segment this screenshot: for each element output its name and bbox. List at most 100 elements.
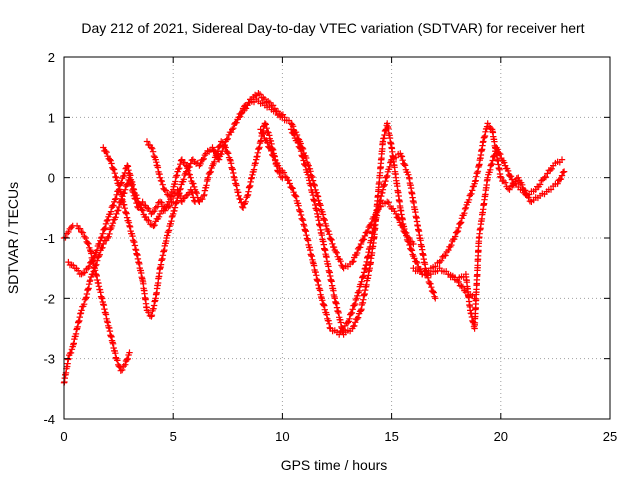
data-point-marker [385,199,392,206]
data-point-marker [121,169,129,176]
data-point-marker [469,187,476,194]
y-tick-labels: -4 -3 -2 -1 0 1 2 [43,50,55,427]
data-point-marker [457,219,465,226]
data-point-marker [439,253,446,260]
data-point-marker [264,139,271,146]
data-point-marker [63,230,71,237]
data-point-marker [158,199,165,206]
data-point-marker [346,315,353,322]
data-point-marker [352,296,360,304]
data-point-marker [67,349,75,356]
data-point-marker [107,208,115,215]
data-point-marker [350,258,357,265]
x-tick-label: 20 [494,429,508,444]
data-point-marker [265,129,272,136]
data-point-marker [207,168,214,175]
data-point-marker [191,183,198,191]
data-point-marker [91,252,98,260]
data-point-marker [321,217,328,224]
data-point-marker [242,198,249,205]
data-point-marker [79,229,87,236]
data-point-marker [199,195,206,203]
data-point-marker [112,173,119,180]
data-point-marker [180,176,187,183]
data-point-marker [490,153,498,160]
data-point-marker [115,203,123,211]
data-point-marker [500,177,507,185]
data-point-marker [148,144,155,151]
y-tick-label: 2 [48,50,55,65]
data-point-marker [404,233,411,241]
data-point-marker [161,186,168,193]
data-point-marker [405,234,413,242]
data-point-marker [538,177,545,184]
data-point-marker [453,228,461,236]
data-point-marker [113,210,120,218]
data-point-marker [271,156,279,163]
data-point-marker [65,228,72,236]
data-point-marker [332,248,339,255]
data-point-marker [117,367,124,374]
data-point-marker [102,224,109,232]
data-point-marker [192,188,200,196]
data-point-marker [348,309,356,317]
data-point-marker [119,366,126,374]
data-point-marker [102,220,110,228]
data-point-marker [155,213,163,220]
data-point-marker [100,144,107,151]
data-point-marker [150,222,157,230]
data-point-marker [186,171,193,178]
data-point-marker [272,108,279,115]
data-point-marker [104,234,111,242]
data-point-marker [349,306,356,313]
data-point-marker [237,113,244,120]
data-point-marker [507,173,515,180]
data-point-marker [408,247,416,254]
data-point-marker [176,186,183,193]
data-point-marker [156,198,164,205]
data-point-marker [276,164,283,172]
data-point-marker [99,295,106,302]
data-point-marker [413,258,420,265]
data-point-marker [149,145,156,152]
data-point-marker [176,165,183,172]
data-point-marker [358,278,365,285]
data-point-marker [229,126,236,133]
data-point-marker [89,258,96,265]
data-point-marker [222,144,229,151]
y-axis-label: SDTVAR / TECUs [5,182,21,294]
data-point-marker [432,295,439,302]
data-point-marker [289,129,297,137]
data-point-marker [136,201,143,208]
data-point-marker [353,315,361,323]
data-point-marker [187,160,194,167]
data-point-marker [101,225,108,233]
data-point-marker [143,138,151,145]
data-point-marker [190,180,197,187]
data-point-marker [292,193,300,200]
data-point-marker [452,233,459,240]
data-point-marker [268,147,275,155]
data-point-marker [506,186,513,193]
data-point-marker [399,157,406,164]
data-point-marker [354,314,362,321]
data-point-marker [327,235,334,243]
data-point-marker [259,129,266,137]
data-point-marker [109,220,117,227]
data-point-marker [355,289,362,296]
x-tick-label: 15 [384,429,398,444]
data-point-marker [536,181,544,188]
data-point-marker [215,156,223,163]
data-point-marker [558,172,566,179]
data-point-marker [519,186,526,193]
data-point-marker [401,228,408,236]
data-point-marker [225,150,232,157]
data-point-marker [351,302,358,309]
data-point-marker [93,247,101,254]
data-point-marker [118,191,125,198]
data-point-marker [149,148,157,155]
data-point-marker [206,169,214,176]
data-point-marker [84,265,92,272]
data-point-marker [149,208,156,216]
data-point-marker [166,202,174,210]
